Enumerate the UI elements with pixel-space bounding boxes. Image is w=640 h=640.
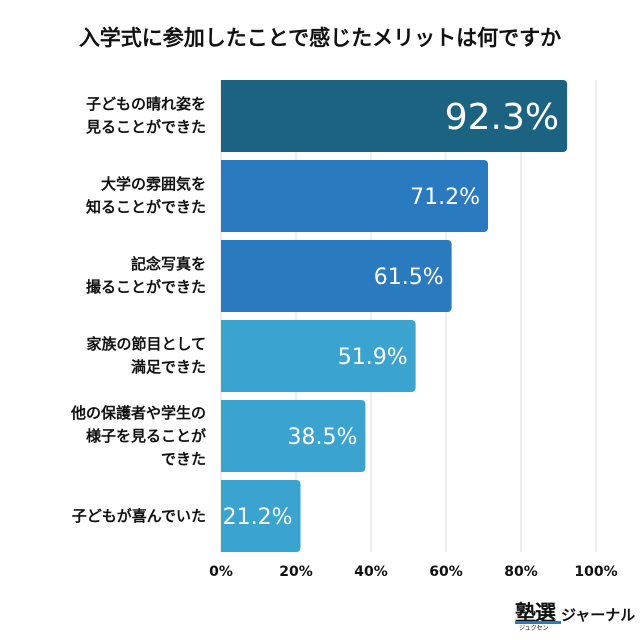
bar-left-edge [221, 160, 227, 232]
logo-ruby: ジュクセン [519, 625, 549, 632]
logo: 塾選 ジャーナル ジュクセン [515, 597, 636, 632]
bar-left-edge [221, 80, 227, 152]
data-label: 92.3% [445, 97, 559, 138]
bar [221, 480, 301, 552]
x-tick-label: 20% [279, 564, 313, 580]
category-label: 子どもの晴れ姿を 見ることができた [85, 95, 206, 136]
data-label: 71.2% [410, 185, 480, 210]
logo-sub: ジャーナル [561, 606, 636, 624]
category-label: 子どもが喜んでいた [71, 506, 206, 525]
data-label: 61.5% [374, 265, 444, 290]
category-label: 記念写真を 撮ることができた [85, 255, 206, 296]
x-tick-label: 60% [429, 564, 463, 580]
x-tick-label: 100% [574, 564, 617, 580]
bar-left-edge [221, 400, 227, 472]
x-tick-label: 0% [209, 564, 233, 580]
bar [221, 320, 416, 392]
data-label: 38.5% [287, 425, 357, 450]
bar-left-edge [221, 480, 227, 552]
data-label: 51.9% [338, 345, 408, 370]
bar-left-edge [221, 320, 227, 392]
bar [221, 240, 452, 312]
bar [221, 160, 488, 232]
category-label: 他の保護者や学生の 様子を見ることが できた [70, 403, 206, 468]
chart-title: 入学式に参加したことで感じたメリットは何ですか [78, 26, 562, 50]
category-label: 大学の雰囲気を 知ることができた [85, 175, 206, 216]
data-label: 21.2% [223, 505, 293, 530]
x-tick-label: 80% [504, 564, 538, 580]
bar [221, 400, 366, 472]
bar [221, 80, 568, 152]
category-label: 家族の節目として 満足できた [86, 335, 206, 376]
bar-left-edge [221, 240, 227, 312]
logo-pencil-bar [515, 621, 561, 624]
x-tick-label: 40% [354, 564, 388, 580]
